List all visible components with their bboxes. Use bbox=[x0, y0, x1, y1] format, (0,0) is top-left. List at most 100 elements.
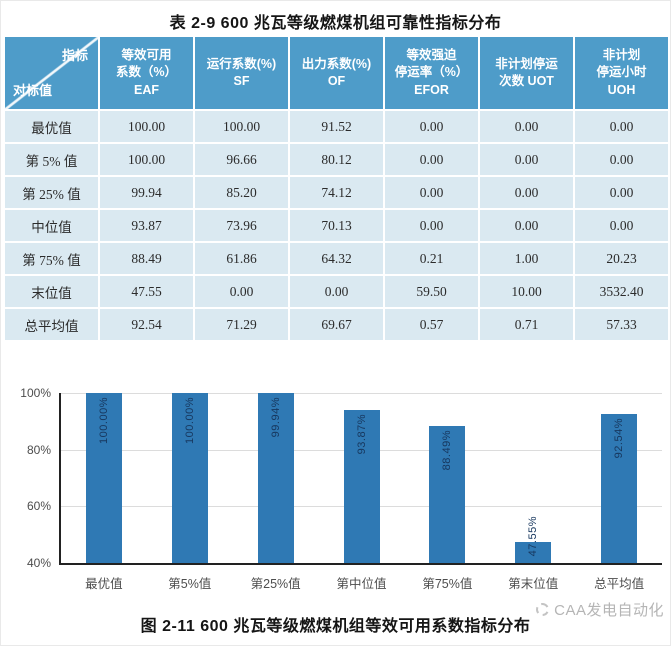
x-axis-category-label: 最优值 bbox=[85, 577, 123, 591]
table-body: 最优值 100.00 100.00 91.52 0.00 0.00 0.00 第 5% 值 10… bbox=[5, 111, 668, 340]
table-row: 中位值 93.87 73.96 70.13 0.00 0.00 0.00 bbox=[5, 210, 668, 241]
y-axis-tick-label: 100% bbox=[20, 386, 51, 400]
x-axis-category-label: 第中位值 bbox=[336, 577, 387, 591]
column-header: 非计划 停运小时 UOH bbox=[575, 37, 668, 109]
table-cell: 0.00 bbox=[480, 144, 573, 175]
chart-category: 93.87% 第中位值 bbox=[319, 393, 405, 591]
bar-chart: 100% 80% 60% 40% 100.00% 最优值 100.00% 第5%值 99.94… bbox=[1, 373, 670, 605]
y-axis-tick-label: 80% bbox=[26, 442, 51, 457]
row-label: 总平均值 bbox=[5, 309, 98, 340]
corner-label-benchmark: 对标值 bbox=[13, 83, 53, 98]
x-axis-category-label: 总平均值 bbox=[594, 577, 645, 591]
table-cell: 80.12 bbox=[290, 144, 383, 175]
table-cell: 47.55 bbox=[100, 276, 193, 307]
chart-category: 99.94% 第25%值 bbox=[233, 393, 319, 591]
table-cell: 0.57 bbox=[385, 309, 478, 340]
column-header: 等效可用 系数（%） EAF bbox=[100, 37, 193, 109]
corner-cell: 指标 对标值 bbox=[5, 37, 98, 109]
table-cell: 93.87 bbox=[100, 210, 193, 241]
table-cell: 91.52 bbox=[290, 111, 383, 142]
chart-category: 92.54% 总平均值 bbox=[576, 393, 662, 591]
table-cell: 0.00 bbox=[385, 144, 478, 175]
y-axis-tick-label: 40% bbox=[26, 556, 51, 570]
table-cell: 85.20 bbox=[195, 177, 288, 208]
chart-category: 100.00% 最优值 bbox=[61, 393, 147, 591]
table-title: 表 2-9 600 兆瓦等级燃煤机组可靠性指标分布 bbox=[169, 15, 502, 32]
table-row: 第 25% 值 99.94 85.20 74.12 0.00 0.00 0.00 bbox=[5, 177, 668, 208]
table-cell: 71.29 bbox=[195, 309, 288, 340]
column-header: 运行系数(%) SF bbox=[195, 37, 288, 109]
bar bbox=[85, 393, 122, 563]
reliability-table: 指标 对标值 等效可用 系数（%） EAF 运行系数(%) SF 出力系数(%) O… bbox=[3, 35, 670, 342]
caa-logo-icon bbox=[536, 603, 550, 616]
bar-value-label: 47.55% bbox=[527, 516, 540, 557]
table-cell: 96.66 bbox=[195, 144, 288, 175]
bar bbox=[171, 393, 208, 563]
bar-value-label: 100.00% bbox=[183, 397, 196, 444]
table-cell: 3532.40 bbox=[575, 276, 668, 307]
table-header-row: 指标 对标值 等效可用 系数（%） EAF 运行系数(%) SF 出力系数(%) O… bbox=[5, 37, 668, 109]
table-cell: 0.00 bbox=[290, 276, 383, 307]
table-cell: 20.23 bbox=[575, 243, 668, 274]
x-axis-category-label: 第末位值 bbox=[508, 577, 559, 591]
table-cell: 0.00 bbox=[385, 111, 478, 142]
table-cell: 0.00 bbox=[385, 177, 478, 208]
bar-value-label: 99.94% bbox=[269, 397, 282, 438]
table-cell: 0.00 bbox=[575, 111, 668, 142]
table-cell: 57.33 bbox=[575, 309, 668, 340]
table-cell: 0.00 bbox=[480, 177, 573, 208]
table-row: 第 5% 值 100.00 96.66 80.12 0.00 0.00 0.00 bbox=[5, 144, 668, 175]
figure-caption: 图 2-11 600 兆瓦等级燃煤机组等效可用系数指标分布 bbox=[140, 618, 531, 635]
bar bbox=[343, 410, 380, 563]
x-axis-category-label: 第5%值 bbox=[168, 577, 212, 591]
chart-category: 47.55% 第末位值 bbox=[490, 393, 576, 591]
table-cell: 10.00 bbox=[480, 276, 573, 307]
table-cell: 0.00 bbox=[575, 144, 668, 175]
column-header: 非计划停运 次数 UOT bbox=[480, 37, 573, 109]
column-header: 等效强迫 停运率（%） EFOR bbox=[385, 37, 478, 109]
row-label: 最优值 bbox=[5, 111, 98, 142]
bar bbox=[515, 541, 552, 563]
row-label: 第 5% 值 bbox=[5, 144, 98, 175]
table-row: 第 75% 值 88.49 61.86 64.32 0.21 1.00 20.23 bbox=[5, 243, 668, 274]
table-cell: 100.00 bbox=[100, 111, 193, 142]
gridline bbox=[61, 393, 662, 394]
table-cell: 59.50 bbox=[385, 276, 478, 307]
table-cell: 0.00 bbox=[480, 210, 573, 241]
watermark-text: CAA发电自动化 bbox=[554, 602, 664, 619]
bar-value-label: 100.00% bbox=[97, 397, 110, 444]
table-cell: 0.00 bbox=[385, 210, 478, 241]
table-cell: 69.67 bbox=[290, 309, 383, 340]
row-label: 第 75% 值 bbox=[5, 243, 98, 274]
bar-value-label: 88.49% bbox=[441, 429, 454, 470]
table-row: 最优值 100.00 100.00 91.52 0.00 0.00 0.00 bbox=[5, 111, 668, 142]
row-label: 末位值 bbox=[5, 276, 98, 307]
table-cell: 0.00 bbox=[575, 177, 668, 208]
table-cell: 0.21 bbox=[385, 243, 478, 274]
table-cell: 100.00 bbox=[195, 111, 288, 142]
chart-category: 100.00% 第5%值 bbox=[147, 393, 233, 591]
table-cell: 99.94 bbox=[100, 177, 193, 208]
chart-category: 88.49% 第75%值 bbox=[404, 393, 490, 591]
watermark: CAA发电自动化 bbox=[536, 599, 664, 620]
table-cell: 0.00 bbox=[480, 111, 573, 142]
bar-value-label: 92.54% bbox=[613, 418, 626, 459]
table-cell: 0.00 bbox=[195, 276, 288, 307]
row-label: 第 25% 值 bbox=[5, 177, 98, 208]
corner-label-indicator: 指标 bbox=[61, 48, 88, 63]
table-row: 末位值 47.55 0.00 0.00 59.50 10.00 3532.40 bbox=[5, 276, 668, 307]
table-cell: 70.13 bbox=[290, 210, 383, 241]
x-axis-category-label: 第75%值 bbox=[422, 577, 473, 591]
table-cell: 74.12 bbox=[290, 177, 383, 208]
table-cell: 88.49 bbox=[100, 243, 193, 274]
table-cell: 64.32 bbox=[290, 243, 383, 274]
table-cell: 100.00 bbox=[100, 144, 193, 175]
bar-value-label: 93.87% bbox=[355, 414, 368, 455]
chart-plot: 100.00% 最优值 100.00% 第5%值 99.94% 第25%值 93.87% 第中… bbox=[59, 393, 662, 591]
table-cell: 0.71 bbox=[480, 309, 573, 340]
bar bbox=[257, 393, 294, 563]
bar bbox=[429, 425, 466, 563]
table-cell: 1.00 bbox=[480, 243, 573, 274]
table-row: 总平均值 92.54 71.29 69.67 0.57 0.71 57.33 bbox=[5, 309, 668, 340]
